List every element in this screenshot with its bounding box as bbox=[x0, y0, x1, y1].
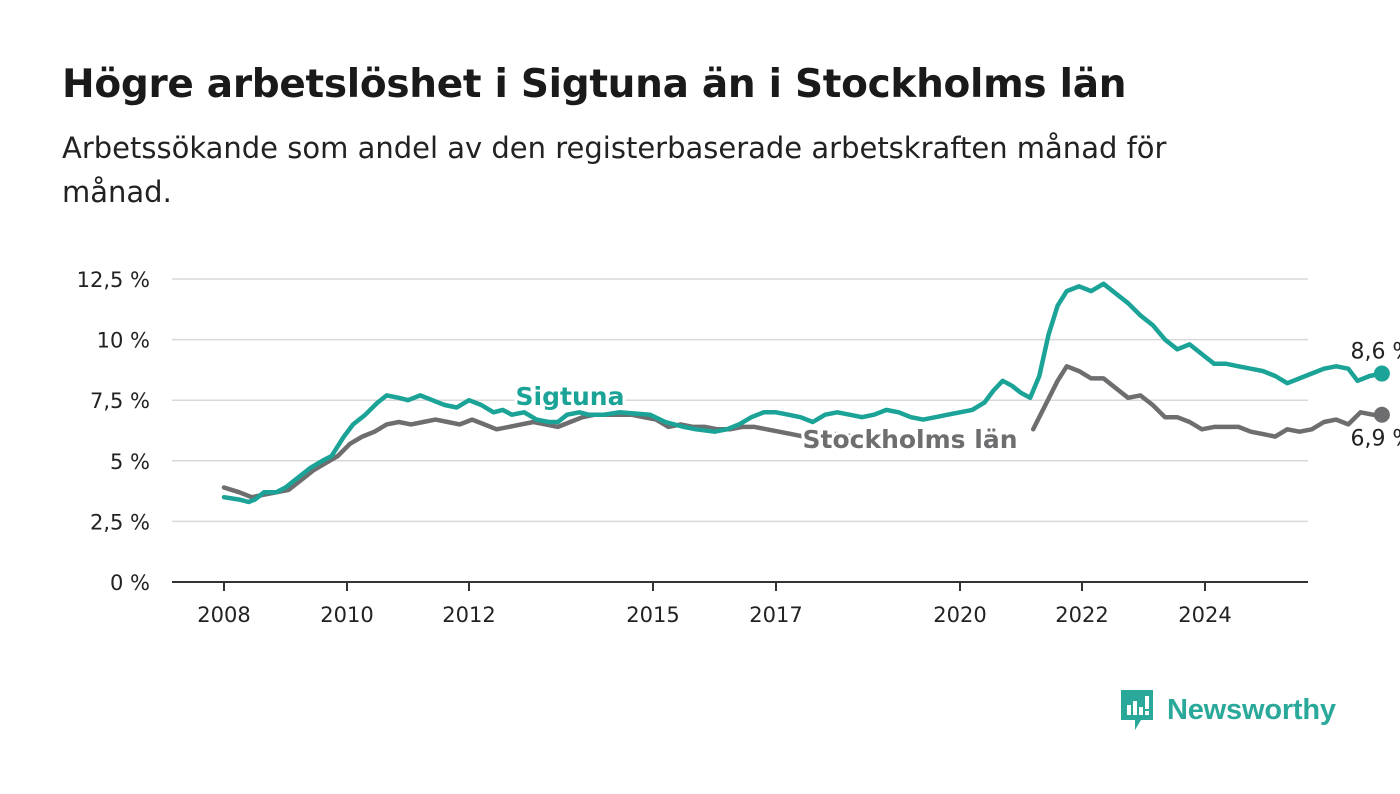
x-tick-label: 2017 bbox=[749, 603, 802, 627]
series-lines bbox=[221, 281, 1390, 505]
chart-title: Högre arbetslöshet i Sigtuna än i Stockh… bbox=[62, 62, 1127, 107]
x-tick-label: 2022 bbox=[1055, 603, 1108, 627]
gridlines bbox=[172, 278, 1308, 583]
series-line-sigtuna bbox=[221, 281, 1385, 505]
end-value-label-sigtuna: 8,6 % bbox=[1350, 340, 1400, 365]
x-axis-ticks: 2008 2010 2012 2015 2017 2020 2022 2024 bbox=[197, 582, 1232, 627]
y-axis-ticks: 0 % 2,5 % 5 % 7,5 % 10 % 12,5 % bbox=[77, 268, 150, 595]
end-value-label-stockholms-lan: 6,9 % bbox=[1350, 427, 1400, 452]
y-tick-label: 0 % bbox=[110, 571, 150, 595]
bar-chart-speech-bubble-icon bbox=[1121, 690, 1153, 730]
x-tick-label: 2012 bbox=[442, 603, 495, 627]
x-tick-label: 2008 bbox=[197, 603, 250, 627]
series-endpoint-sigtuna bbox=[1373, 365, 1390, 382]
y-tick-label: 2,5 % bbox=[90, 510, 150, 534]
x-tick-label: 2024 bbox=[1178, 603, 1231, 627]
x-tick-label: 2020 bbox=[933, 603, 986, 627]
series-label-sigtuna: Sigtuna bbox=[516, 382, 625, 411]
series-line-stockholms-lan bbox=[221, 412, 855, 500]
y-tick-label: 5 % bbox=[110, 450, 150, 474]
y-tick-label: 10 % bbox=[97, 329, 150, 353]
x-tick-label: 2015 bbox=[626, 603, 679, 627]
x-tick-label: 2010 bbox=[320, 603, 373, 627]
brand-name: Newsworthy bbox=[1167, 693, 1336, 726]
y-tick-label: 12,5 % bbox=[77, 268, 150, 292]
series-labels: Sigtuna Stockholms län 8,6 % 6,9 % bbox=[513, 340, 1400, 457]
y-tick-label: 7,5 % bbox=[90, 389, 150, 413]
newsworthy-logo[interactable]: Newsworthy bbox=[1119, 688, 1336, 732]
series-endpoint-stockholms-lan bbox=[1373, 406, 1390, 423]
series-label-stockholms-lan: Stockholms län bbox=[803, 425, 1018, 454]
series-line-stockholms-lan bbox=[1030, 364, 1385, 439]
chart-subtitle: Arbetssökande som andel av den registerb… bbox=[62, 131, 1167, 209]
